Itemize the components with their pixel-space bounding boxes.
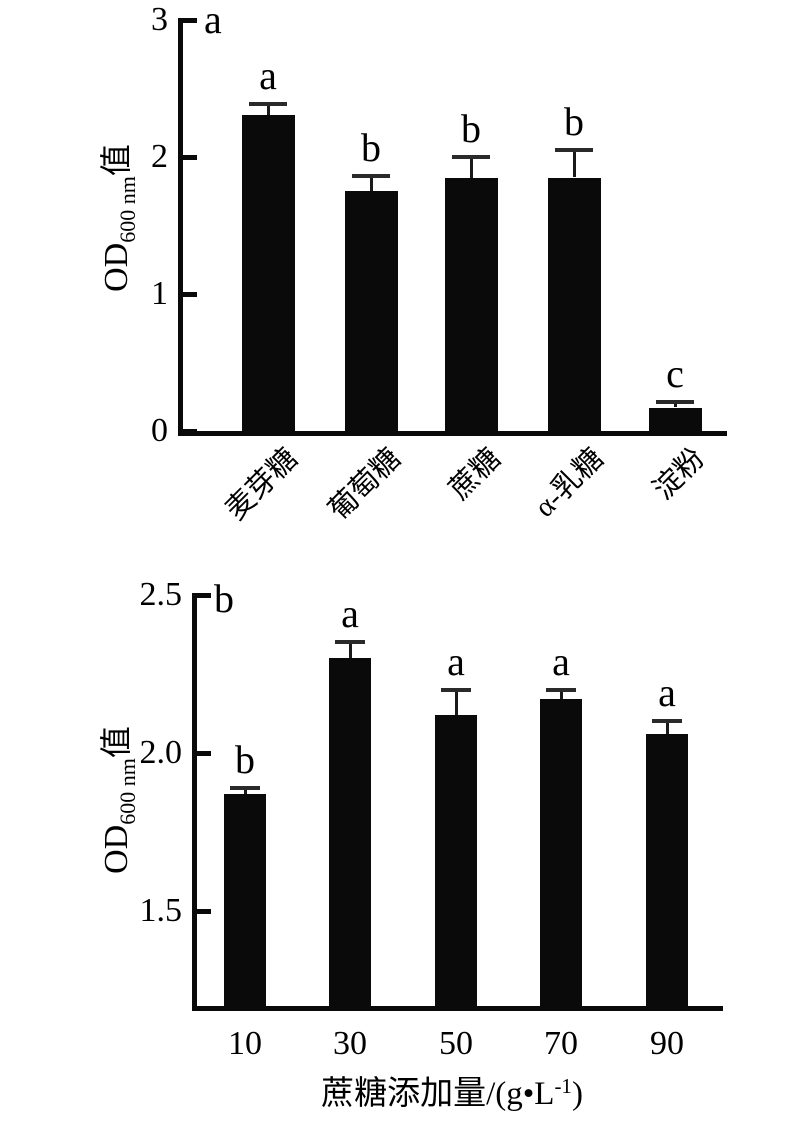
y-tick bbox=[192, 751, 211, 756]
ylabel-subscript: 600 nm bbox=[115, 176, 140, 243]
error-bar-stem bbox=[244, 788, 247, 794]
sig-letter: a bbox=[658, 670, 676, 715]
y-tick bbox=[178, 155, 197, 160]
y-tick-label: 1.5 bbox=[139, 892, 183, 929]
category-label: 淀粉 bbox=[647, 442, 711, 506]
error-bar-stem bbox=[267, 104, 270, 115]
sig-letter: b bbox=[235, 737, 255, 782]
error-bar-stem bbox=[370, 176, 373, 191]
xlabel-superscript: -1 bbox=[554, 1074, 572, 1098]
bar bbox=[540, 699, 582, 1006]
y-tick-label: 2.5 bbox=[139, 576, 183, 613]
y-tick bbox=[192, 593, 211, 598]
y-tick bbox=[178, 429, 197, 434]
y-tick-label: 2 bbox=[151, 138, 168, 175]
sig-letter: c bbox=[666, 351, 684, 396]
sig-letter: b bbox=[461, 106, 481, 151]
bar bbox=[329, 658, 371, 1006]
bar bbox=[649, 408, 702, 431]
error-bar-cap bbox=[335, 640, 365, 644]
ylabel-main: OD bbox=[98, 824, 135, 874]
x-axis-title: 蔗糖添加量/(g•L-1) bbox=[321, 1066, 583, 1114]
sig-letter: a bbox=[447, 639, 465, 684]
x-tick-label: 30 bbox=[333, 1025, 367, 1062]
error-bar-cap bbox=[441, 688, 471, 692]
error-bar-cap bbox=[352, 174, 390, 178]
sig-letter: a bbox=[552, 639, 570, 684]
error-bar-cap bbox=[555, 148, 593, 152]
y-axis-line bbox=[178, 20, 183, 436]
error-bar-stem bbox=[349, 642, 352, 658]
xlabel-tail: ) bbox=[571, 1076, 583, 1112]
bar bbox=[445, 178, 498, 431]
x-tick-label: 70 bbox=[544, 1025, 578, 1062]
x-axis-line bbox=[178, 431, 727, 436]
y-tick bbox=[178, 292, 197, 297]
y-tick-label: 1 bbox=[151, 275, 168, 312]
category-label: 蔗糖 bbox=[443, 442, 507, 506]
error-bar-cap bbox=[452, 155, 490, 159]
y-axis-line bbox=[192, 595, 197, 1011]
y-tick-label: 3 bbox=[151, 1, 168, 38]
error-bar-stem bbox=[455, 690, 458, 715]
error-bar-cap bbox=[230, 786, 260, 790]
category-label: 葡萄糖 bbox=[322, 442, 407, 527]
category-label: 麦芽糖 bbox=[219, 442, 304, 527]
y-tick-label: 0 bbox=[151, 412, 168, 449]
y-tick bbox=[178, 18, 197, 23]
category-label: α-乳糖 bbox=[528, 442, 610, 524]
error-bar-stem bbox=[573, 150, 576, 177]
x-tick-label: 10 bbox=[228, 1025, 262, 1062]
error-bar-cap bbox=[656, 400, 694, 404]
bar bbox=[548, 178, 601, 431]
bar bbox=[242, 115, 295, 431]
sig-letter: b bbox=[564, 99, 584, 144]
error-bar-stem bbox=[666, 721, 669, 734]
sig-letter: a bbox=[259, 53, 277, 98]
error-bar-stem bbox=[560, 690, 563, 699]
y-tick-label: 2.0 bbox=[139, 734, 183, 771]
bar bbox=[345, 191, 398, 431]
xlabel-main: 蔗糖添加量/(g•L bbox=[321, 1076, 555, 1112]
y-tick bbox=[192, 909, 211, 914]
error-bar-stem bbox=[470, 157, 473, 178]
panel-label-a: a bbox=[204, 0, 222, 42]
error-bar-cap bbox=[546, 688, 576, 692]
error-bar-cap bbox=[249, 102, 287, 106]
bar bbox=[435, 715, 477, 1006]
sig-letter: b bbox=[361, 125, 381, 170]
bar bbox=[224, 794, 266, 1006]
error-bar-stem bbox=[674, 402, 677, 407]
error-bar-cap bbox=[652, 719, 682, 723]
x-axis-line bbox=[192, 1006, 723, 1011]
x-tick-label: 50 bbox=[439, 1025, 473, 1062]
sig-letter: a bbox=[341, 591, 359, 636]
bar bbox=[646, 734, 688, 1006]
panel-label-b: b bbox=[214, 576, 234, 621]
x-tick-label: 90 bbox=[650, 1025, 684, 1062]
